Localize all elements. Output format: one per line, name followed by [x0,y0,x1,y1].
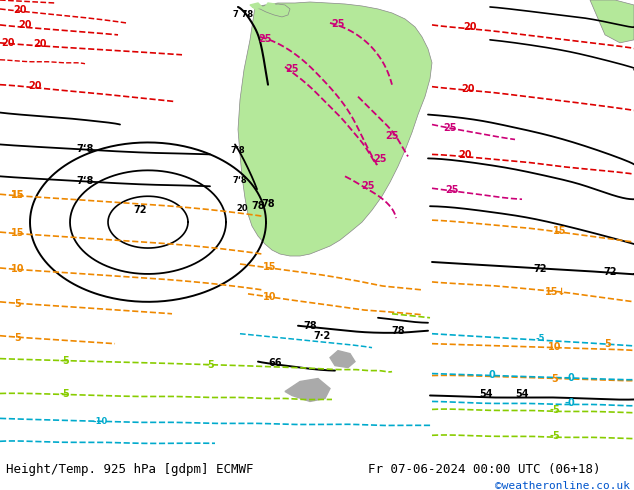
Text: 72: 72 [133,205,146,215]
Text: 25: 25 [445,185,459,196]
Text: 7 78: 7 78 [233,10,253,20]
Text: 78: 78 [261,199,275,209]
Polygon shape [590,0,634,43]
Polygon shape [330,351,355,368]
Text: 10: 10 [11,264,25,274]
Polygon shape [238,2,432,256]
Text: 20: 20 [29,81,42,91]
Text: 25: 25 [285,64,299,74]
Text: 20: 20 [1,38,15,48]
Text: 0: 0 [489,369,495,380]
Text: 15: 15 [263,262,277,272]
Text: 25: 25 [258,34,272,44]
Text: 54: 54 [479,390,493,399]
Text: 25: 25 [385,131,399,142]
Text: -5: -5 [60,390,70,399]
Text: -0: -0 [565,398,576,409]
Polygon shape [252,4,290,17]
Polygon shape [250,3,262,9]
Text: 15: 15 [11,228,25,238]
Text: -5: -5 [550,431,560,441]
Text: 20: 20 [458,150,472,160]
Text: 78: 78 [391,326,405,336]
Text: 20: 20 [13,5,27,15]
Text: 78: 78 [303,321,317,331]
Text: -5: -5 [550,405,560,416]
Text: 20: 20 [236,204,248,213]
Text: 78: 78 [251,201,265,211]
Text: 25: 25 [443,122,456,132]
Text: 15: 15 [553,226,567,236]
Text: 5: 5 [605,339,611,349]
Polygon shape [285,379,330,401]
Text: 5: 5 [15,333,22,343]
Text: 7‘8: 7‘8 [76,145,94,154]
Text: 72: 72 [533,264,547,274]
Text: 15: 15 [11,190,25,200]
Text: -5: -5 [60,356,70,366]
Text: 15↓: 15↓ [545,287,567,297]
Text: 5: 5 [15,299,22,309]
Text: 5: 5 [552,373,559,384]
Polygon shape [265,3,275,8]
Text: 7·2: 7·2 [313,331,330,341]
Text: 20: 20 [463,22,477,32]
Text: 7‘8: 7‘8 [76,176,94,186]
Text: 25: 25 [373,154,387,164]
Text: -0: -0 [565,372,576,383]
Text: -10: -10 [93,417,108,426]
Text: -5: -5 [205,360,216,369]
Text: 25: 25 [331,19,345,29]
Text: Fr 07-06-2024 00:00 UTC (06+18): Fr 07-06-2024 00:00 UTC (06+18) [368,463,600,476]
Text: 10: 10 [263,292,277,302]
Text: 7‘8: 7‘8 [233,176,247,185]
Text: 20: 20 [462,84,475,94]
Text: 20: 20 [33,39,47,49]
Text: 10: 10 [548,342,562,352]
Text: 72: 72 [603,267,617,277]
Text: 15: 15 [11,190,25,200]
Text: Height/Temp. 925 hPa [gdpm] ECMWF: Height/Temp. 925 hPa [gdpm] ECMWF [6,463,254,476]
Text: 20: 20 [18,20,32,30]
Text: -5: -5 [535,334,545,343]
Text: 54: 54 [515,390,529,399]
Text: ©weatheronline.co.uk: ©weatheronline.co.uk [495,481,630,490]
Text: 66: 66 [268,358,281,368]
Text: 7‘8: 7‘8 [231,146,245,155]
Text: 25: 25 [361,181,375,191]
